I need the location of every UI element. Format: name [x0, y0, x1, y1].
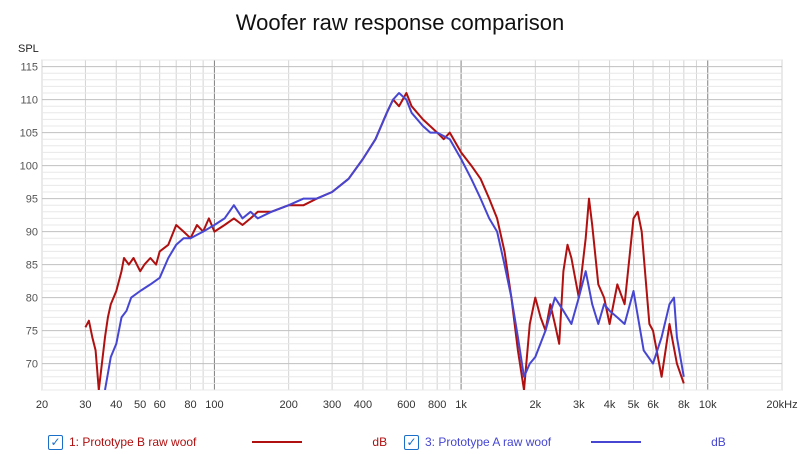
x-tick-label: 8k [678, 399, 690, 411]
grid [41, 59, 783, 391]
x-tick-label: 10k [699, 399, 717, 411]
series-line-prototype-a [104, 92, 685, 390]
axis-ticks: 70 75 80 85 90 95 100 105 110 115 20 30 40 50 60 80 100 2… [20, 62, 798, 411]
y-tick-label: 110 [20, 95, 38, 107]
x-tick-label: 6k [647, 399, 659, 411]
legend-unit: dB [711, 435, 726, 449]
x-tick-label: 60 [154, 399, 166, 411]
x-tick-label: 20kHz [766, 399, 797, 411]
series-1-checkbox[interactable]: ✓ [48, 434, 63, 450]
x-tick-label: 100 [205, 399, 223, 411]
x-tick-label: 5k [628, 399, 640, 411]
frequency-response-chart: Woofer raw response comparison SPL 70 75 8… [18, 10, 798, 411]
x-tick-label: 400 [354, 399, 372, 411]
chart-title: Woofer raw response comparison [236, 10, 565, 35]
x-tick-label: 300 [323, 399, 341, 411]
y-axis-label: SPL [18, 43, 39, 55]
y-tick-label: 105 [20, 128, 38, 140]
y-tick-label: 100 [20, 161, 38, 173]
x-tick-label: 40 [110, 399, 122, 411]
y-tick-label: 95 [26, 194, 38, 206]
x-tick-label: 200 [279, 399, 297, 411]
x-tick-label: 3k [573, 399, 585, 411]
legend-label: 3: Prototype A raw woof [425, 435, 552, 449]
x-tick-label: 80 [184, 399, 196, 411]
x-tick-label: 2k [530, 399, 542, 411]
series-3-checkbox[interactable]: ✓ [404, 434, 419, 450]
x-tick-label: 1k [455, 399, 467, 411]
legend-item-prototype-b[interactable]: ✓ 1: Prototype B raw woof dB [48, 432, 387, 452]
legend-unit: dB [372, 435, 388, 449]
legend-item-prototype-a[interactable]: ✓ 3: Prototype A raw woof dB [404, 432, 726, 452]
series-line-prototype-b [84, 92, 685, 390]
y-tick-label: 115 [20, 62, 38, 74]
x-tick-label: 600 [397, 399, 415, 411]
x-tick-label: 30 [79, 399, 91, 411]
series-layer [84, 92, 685, 390]
x-tick-label: 50 [134, 399, 146, 411]
y-tick-label: 70 [26, 359, 38, 371]
legend-label: 1: Prototype B raw woof [69, 435, 197, 449]
x-tick-label: 800 [428, 399, 446, 411]
y-tick-label: 85 [26, 260, 38, 272]
y-tick-label: 80 [26, 293, 38, 305]
legend-line-swatch [591, 441, 642, 443]
x-tick-label: 4k [604, 399, 616, 411]
y-tick-label: 90 [26, 227, 38, 239]
x-tick-label: 20 [36, 399, 48, 411]
legend-line-swatch [252, 441, 303, 443]
y-tick-label: 75 [26, 326, 38, 338]
